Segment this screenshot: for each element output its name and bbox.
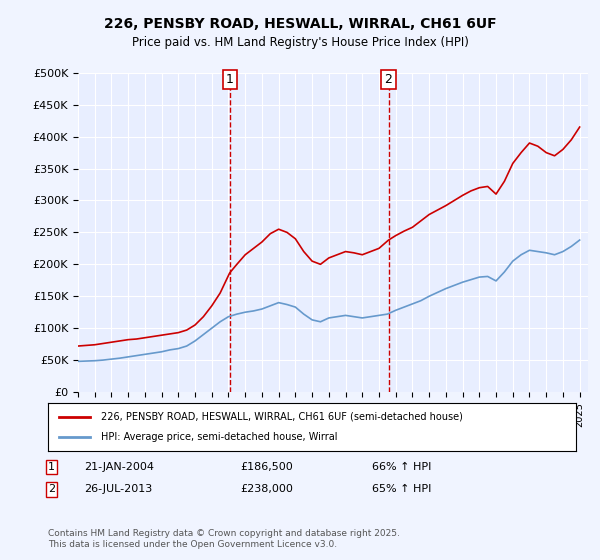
Text: £186,500: £186,500 <box>240 462 293 472</box>
Text: HPI: Average price, semi-detached house, Wirral: HPI: Average price, semi-detached house,… <box>101 432 337 442</box>
Text: Contains HM Land Registry data © Crown copyright and database right 2025.
This d: Contains HM Land Registry data © Crown c… <box>48 529 400 549</box>
Text: 1: 1 <box>48 462 55 472</box>
Text: 26-JUL-2013: 26-JUL-2013 <box>84 484 152 494</box>
Text: 66% ↑ HPI: 66% ↑ HPI <box>372 462 431 472</box>
Text: 226, PENSBY ROAD, HESWALL, WIRRAL, CH61 6UF: 226, PENSBY ROAD, HESWALL, WIRRAL, CH61 … <box>104 17 496 31</box>
Text: £238,000: £238,000 <box>240 484 293 494</box>
Text: Price paid vs. HM Land Registry's House Price Index (HPI): Price paid vs. HM Land Registry's House … <box>131 36 469 49</box>
Text: 226, PENSBY ROAD, HESWALL, WIRRAL, CH61 6UF (semi-detached house): 226, PENSBY ROAD, HESWALL, WIRRAL, CH61 … <box>101 412 463 422</box>
Text: 2: 2 <box>48 484 55 494</box>
Text: 65% ↑ HPI: 65% ↑ HPI <box>372 484 431 494</box>
Text: 1: 1 <box>226 73 233 86</box>
Text: 21-JAN-2004: 21-JAN-2004 <box>84 462 154 472</box>
Text: 2: 2 <box>385 73 392 86</box>
